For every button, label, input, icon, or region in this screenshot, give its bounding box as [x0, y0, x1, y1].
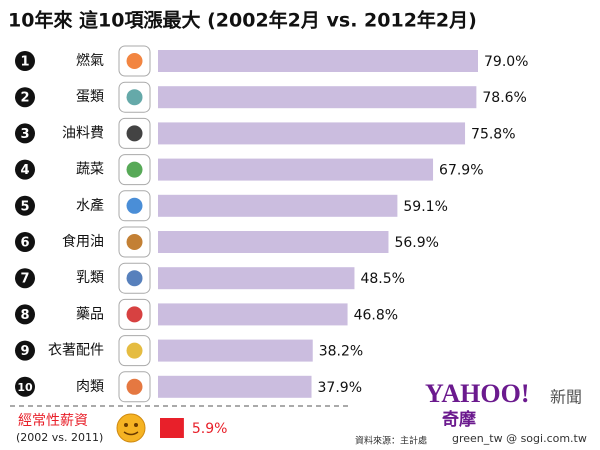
smiley-icon — [116, 413, 146, 443]
value-label: 48.5% — [360, 271, 404, 287]
value-label: 78.6% — [482, 90, 526, 106]
watermark-bg — [448, 431, 596, 446]
source: 資料來源：主計處 — [355, 435, 427, 447]
icon-symbol — [126, 270, 143, 287]
rank-number: 10 — [17, 381, 33, 394]
rank-number: 6 — [20, 236, 29, 251]
category-label: 蔬菜 — [76, 162, 104, 178]
category-label: 蛋類 — [76, 89, 104, 105]
value-label: 38.2% — [319, 344, 363, 360]
category-label: 油料費 — [62, 125, 104, 141]
rank-number: 3 — [20, 127, 29, 142]
icon-symbol — [126, 125, 143, 142]
bar — [158, 86, 477, 109]
rank-number: 5 — [20, 199, 29, 214]
value-label: 75.8% — [471, 126, 515, 142]
rank-number: 1 — [20, 55, 29, 70]
bar — [158, 194, 398, 217]
rank-badge — [15, 87, 35, 108]
icon-symbol — [126, 89, 143, 106]
bar — [158, 303, 348, 326]
rank-badge — [15, 304, 35, 325]
bar — [158, 267, 355, 290]
rank-badge — [15, 340, 35, 361]
value-label: 67.9% — [439, 163, 483, 179]
category-label: 肉類 — [76, 379, 104, 395]
value-label: 46.8% — [354, 307, 398, 323]
category-label: 食用油 — [62, 233, 104, 250]
comparison-label: 經常性薪資 — [18, 413, 88, 429]
icon-symbol — [126, 306, 143, 323]
comparison-bar — [160, 418, 184, 438]
category-label: 水產 — [76, 197, 104, 214]
bar — [158, 50, 478, 72]
rank-number: 8 — [20, 308, 29, 323]
logo-sub: 奇摩 — [442, 409, 476, 430]
bar — [158, 158, 434, 181]
icon-symbol — [126, 342, 143, 359]
category-label: 衣著配件 — [48, 343, 104, 359]
rank-number: 7 — [20, 272, 29, 287]
rank-badge — [15, 268, 35, 289]
bar — [158, 339, 313, 362]
icon-symbol — [126, 161, 143, 178]
rank-badge — [15, 376, 35, 397]
icon-symbol — [126, 378, 143, 395]
bar — [158, 375, 312, 398]
rank-badge — [15, 51, 35, 71]
comparison-sublabel: (2002 vs. 2011) — [16, 431, 103, 444]
section-name: 新聞 — [550, 388, 582, 407]
category-label: 藥品 — [76, 306, 104, 322]
smiley-eye — [124, 423, 128, 427]
chart-title: 10年來 這10項漲最大 (2002年2月 vs. 2012年2月) — [8, 9, 477, 32]
icon-symbol — [126, 53, 143, 69]
value-label: 59.1% — [403, 199, 447, 215]
value-label: 79.0% — [484, 54, 528, 70]
rank-badge — [15, 232, 35, 252]
smiley-eye — [134, 423, 138, 427]
bar — [158, 231, 389, 253]
rank-badge — [15, 123, 35, 144]
bar — [158, 122, 466, 145]
rank-number: 9 — [20, 344, 29, 359]
logo: YAHOO! — [425, 379, 530, 408]
rank-badge — [15, 159, 35, 180]
rank-badge — [15, 195, 35, 216]
value-label: 37.9% — [318, 380, 362, 396]
category-label: 乳類 — [76, 270, 104, 286]
comparison-value-label: 5.9% — [192, 421, 228, 437]
category-label: 燃氣 — [76, 52, 104, 69]
rank-number: 4 — [20, 163, 29, 178]
smiley-mouth — [123, 431, 139, 436]
icon-symbol — [126, 234, 143, 250]
watermark: green_tw @ sogi.com.tw — [452, 432, 587, 445]
icon-symbol — [126, 197, 143, 214]
value-label: 56.9% — [394, 235, 438, 251]
rank-number: 2 — [20, 91, 29, 106]
